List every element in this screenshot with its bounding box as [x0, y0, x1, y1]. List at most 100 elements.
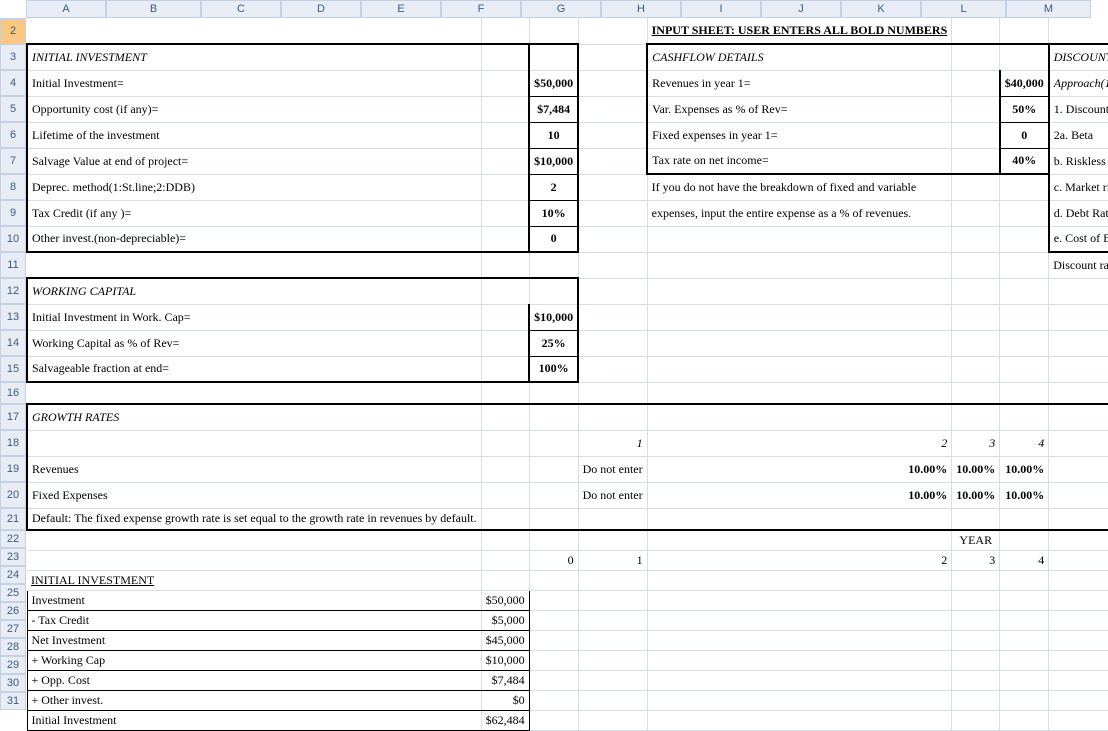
cell-D10[interactable]: [578, 226, 647, 252]
cell-D21[interactable]: [578, 508, 647, 530]
cell-A31[interactable]: Initial Investment: [27, 711, 481, 731]
cell-D31[interactable]: [578, 711, 647, 731]
cell-C4[interactable]: $50,000: [529, 70, 578, 96]
cell-D11[interactable]: [578, 252, 647, 278]
cell-G12[interactable]: [1000, 278, 1049, 304]
cell-E5[interactable]: Var. Expenses as % of Rev=: [647, 96, 952, 122]
cell-A6[interactable]: Lifetime of the investment: [27, 122, 481, 148]
cell-F27[interactable]: [952, 631, 1000, 651]
row-header-30[interactable]: 30: [0, 674, 26, 692]
cell-E8[interactable]: If you do not have the breakdown of fixe…: [647, 174, 952, 200]
row-header-6[interactable]: 6: [0, 122, 26, 148]
cell-F3[interactable]: [952, 44, 1000, 70]
cell-B17[interactable]: [481, 404, 529, 430]
cell-C8[interactable]: 2: [529, 174, 578, 200]
cell-H10[interactable]: e. Cost of Borrowing =: [1049, 226, 1108, 252]
row-header-13[interactable]: 13: [0, 304, 26, 330]
cell-A24[interactable]: INITIAL INVESTMENT: [27, 571, 481, 591]
col-header-F[interactable]: F: [441, 0, 521, 18]
cell-F29[interactable]: [952, 671, 1000, 691]
col-header-G[interactable]: G: [521, 0, 601, 18]
cell-C26[interactable]: [529, 611, 578, 631]
cell-B6[interactable]: [481, 122, 529, 148]
cell-grid[interactable]: INPUT SHEET: USER ENTERS ALL BOLD NUMBER…: [26, 18, 1108, 731]
row-header-10[interactable]: 10: [0, 226, 26, 252]
cell-G11[interactable]: [1000, 252, 1049, 278]
cell-F31[interactable]: [952, 711, 1000, 731]
row-header-7[interactable]: 7: [0, 148, 26, 174]
cell-E29[interactable]: [647, 671, 952, 691]
cell-H22[interactable]: [1049, 530, 1108, 551]
cell-B23[interactable]: [481, 551, 529, 571]
cell-E13[interactable]: [647, 304, 952, 330]
cell-G2[interactable]: [1000, 18, 1049, 44]
cell-D23[interactable]: 1: [578, 551, 647, 571]
cell-E23[interactable]: 2: [647, 551, 952, 571]
cell-F5[interactable]: [952, 96, 1000, 122]
cell-D27[interactable]: [578, 631, 647, 651]
cell-G19[interactable]: 10.00%: [1000, 456, 1049, 482]
row-header-19[interactable]: 19: [0, 456, 26, 482]
cell-C9[interactable]: 10%: [529, 200, 578, 226]
cell-C18[interactable]: [529, 430, 578, 456]
row-header-4[interactable]: 4: [0, 70, 26, 96]
row-header-23[interactable]: 23: [0, 548, 26, 566]
row-header-31[interactable]: 31: [0, 692, 26, 710]
cell-D22[interactable]: [578, 530, 647, 551]
cell-A22[interactable]: [27, 530, 481, 551]
cell-E31[interactable]: [647, 711, 952, 731]
cell-B20[interactable]: [481, 482, 529, 508]
cell-F18[interactable]: 3: [952, 430, 1000, 456]
cell-E3[interactable]: CASHFLOW DETAILS: [647, 44, 952, 70]
cell-H5[interactable]: 1. Discount rate =: [1049, 96, 1108, 122]
col-header-H[interactable]: H: [601, 0, 681, 18]
cell-C21[interactable]: [529, 508, 578, 530]
cell-C25[interactable]: [529, 591, 578, 611]
col-header-I[interactable]: I: [681, 0, 761, 18]
cell-D6[interactable]: [578, 122, 647, 148]
cell-B4[interactable]: [481, 70, 529, 96]
cell-B24[interactable]: [481, 571, 529, 591]
cell-A8[interactable]: Deprec. method(1:St.line;2:DDB): [27, 174, 481, 200]
cell-B8[interactable]: [481, 174, 529, 200]
cell-B30[interactable]: $0: [481, 691, 529, 711]
cell-G21[interactable]: [1000, 508, 1049, 530]
cell-H24[interactable]: [1049, 571, 1108, 591]
cell-F12[interactable]: [952, 278, 1000, 304]
row-header-15[interactable]: 15: [0, 356, 26, 382]
cell-H8[interactable]: c. Market risk premium =: [1049, 174, 1108, 200]
cell-B14[interactable]: [481, 330, 529, 356]
cell-D5[interactable]: [578, 96, 647, 122]
cell-E11[interactable]: [647, 252, 952, 278]
cell-G29[interactable]: [1000, 671, 1049, 691]
cell-G25[interactable]: [1000, 591, 1049, 611]
row-header-21[interactable]: 21: [0, 508, 26, 530]
cell-A18[interactable]: [27, 430, 481, 456]
cell-F20[interactable]: 10.00%: [952, 482, 1000, 508]
col-header-E[interactable]: E: [361, 0, 441, 18]
cell-F10[interactable]: [952, 226, 1000, 252]
row-header-11[interactable]: 11: [0, 252, 26, 278]
cell-A4[interactable]: Initial Investment=: [27, 70, 481, 96]
cell-H4[interactable]: Approach(1:Direct;2:CAPM): [1049, 70, 1108, 96]
col-header-M[interactable]: M: [1006, 0, 1091, 18]
cell-G10[interactable]: [1000, 226, 1049, 252]
cell-C19[interactable]: [529, 456, 578, 482]
cell-D25[interactable]: [578, 591, 647, 611]
cell-H12[interactable]: [1049, 278, 1108, 304]
cell-E14[interactable]: [647, 330, 952, 356]
col-header-K[interactable]: K: [841, 0, 921, 18]
cell-B3[interactable]: [481, 44, 529, 70]
cell-A14[interactable]: Working Capital as % of Rev=: [27, 330, 481, 356]
cell-F25[interactable]: [952, 591, 1000, 611]
cell-G27[interactable]: [1000, 631, 1049, 651]
col-header-B[interactable]: B: [106, 0, 201, 18]
cell-A30[interactable]: + Other invest.: [27, 691, 481, 711]
cell-G3[interactable]: [1000, 44, 1049, 70]
cell-A27[interactable]: Net Investment: [27, 631, 481, 651]
row-header-14[interactable]: 14: [0, 330, 26, 356]
cell-H30[interactable]: [1049, 691, 1108, 711]
cell-A16[interactable]: [27, 382, 481, 404]
cell-C24[interactable]: [529, 571, 578, 591]
cell-C28[interactable]: [529, 651, 578, 671]
